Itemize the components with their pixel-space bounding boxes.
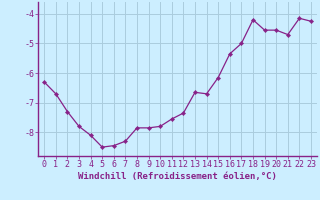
X-axis label: Windchill (Refroidissement éolien,°C): Windchill (Refroidissement éolien,°C)	[78, 172, 277, 181]
